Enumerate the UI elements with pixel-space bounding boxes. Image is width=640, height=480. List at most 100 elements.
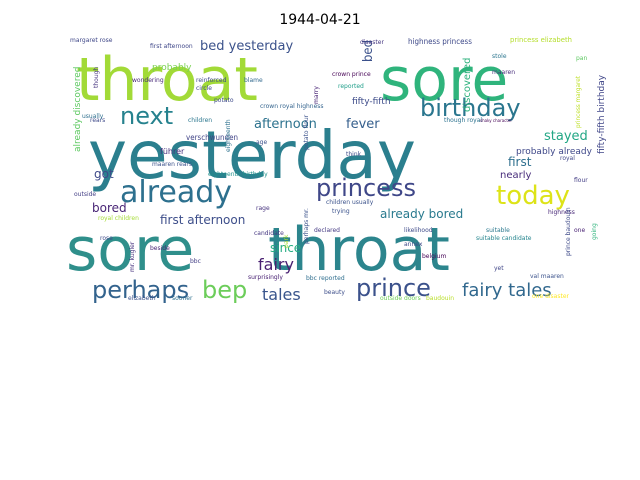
word: probably already <box>516 147 593 157</box>
word: sooner <box>172 295 193 302</box>
word: park <box>283 234 290 248</box>
word: age <box>256 139 267 146</box>
word: yesterday <box>88 117 416 194</box>
word: today <box>496 181 570 211</box>
word: fairy <box>258 255 294 274</box>
word: disaster <box>360 39 384 46</box>
word: outside doors <box>380 295 421 302</box>
word: bed <box>361 40 376 62</box>
word: afternoon <box>254 117 317 132</box>
word: flour <box>574 177 588 184</box>
chart-title: 1944-04-21 <box>279 12 361 28</box>
word: shaky character <box>480 118 512 123</box>
word: maaren <box>492 69 515 76</box>
word: sore <box>380 45 508 115</box>
word: already discovered <box>73 67 83 152</box>
word: first afternoon <box>160 213 245 227</box>
word: bed yesterday <box>200 39 294 54</box>
word: potato flour <box>303 114 310 150</box>
word: potato <box>214 97 234 104</box>
word: princess <box>316 174 416 202</box>
word: birthday <box>420 94 521 122</box>
word: next <box>120 102 173 130</box>
word: trying <box>332 208 350 215</box>
word: fifty-fifth <box>352 97 391 107</box>
word: fairy tales <box>462 280 552 301</box>
word: throat <box>268 215 450 285</box>
word: belgium <box>422 253 446 260</box>
word: princess margaret <box>575 75 582 128</box>
word: candidate <box>254 230 284 237</box>
word: maaren rears <box>152 161 192 168</box>
word: fever <box>346 117 380 132</box>
word: though royal <box>444 117 482 124</box>
word: suitable candidate <box>476 235 532 242</box>
word: royal children <box>98 215 139 222</box>
word: princess elizabeth <box>510 36 572 44</box>
word: rage <box>256 205 270 212</box>
word: marry <box>313 86 320 104</box>
word: discovered <box>462 58 473 112</box>
word: first afternoon <box>150 43 193 50</box>
word: probably <box>152 63 192 73</box>
word: stayed <box>544 129 588 144</box>
word: pan <box>576 55 587 62</box>
word: first <box>508 155 532 169</box>
word: declared <box>314 227 340 234</box>
word: führer <box>160 147 185 156</box>
word: eighteenth birthday <box>208 171 268 178</box>
word: sore <box>66 215 194 285</box>
word: yet <box>494 265 504 272</box>
word: royal <box>560 155 575 162</box>
word: bep <box>202 276 247 304</box>
word: baudouin <box>426 295 454 302</box>
word: likelihood <box>404 227 433 234</box>
word: val maaren <box>530 273 564 280</box>
word: since <box>270 241 301 255</box>
word: got <box>94 167 114 181</box>
word: prince baudouin <box>565 207 572 256</box>
word: one disaster <box>532 293 570 300</box>
word: elizabeth <box>128 295 156 302</box>
word: suitable <box>486 227 510 234</box>
word: one <box>574 227 585 234</box>
word: perhaps mr. <box>303 208 310 244</box>
word: beauty <box>324 289 345 296</box>
word: usually <box>82 113 104 120</box>
word: reinforced <box>196 77 227 84</box>
word: tales <box>262 285 301 304</box>
word: annex <box>404 241 423 248</box>
word: bored <box>92 201 127 215</box>
word: already <box>120 175 232 210</box>
word: children <box>188 117 212 124</box>
word: bbc <box>190 258 201 265</box>
word: bbc reported <box>306 275 345 282</box>
word: think <box>346 151 362 158</box>
word: rose <box>100 235 113 242</box>
word: crown prince <box>332 71 371 78</box>
word: perhaps <box>92 276 189 304</box>
word: verschwunden <box>186 133 238 142</box>
word: crown royal highness <box>260 103 324 110</box>
word: beside <box>150 245 170 252</box>
word: children usually <box>326 199 374 206</box>
word: nearly <box>500 170 532 181</box>
word: already bored <box>380 207 463 221</box>
word: blame <box>244 77 263 84</box>
word: outside <box>74 191 96 198</box>
word: stole <box>492 53 507 60</box>
word: highness princess <box>408 37 472 46</box>
word: though <box>93 67 100 88</box>
word: reported <box>338 83 364 90</box>
word: mr. kugler <box>129 241 136 272</box>
word: surprisingly <box>248 274 283 281</box>
word: eighteenth <box>225 119 232 152</box>
word: throat <box>76 45 258 115</box>
word: rears <box>90 117 105 124</box>
word: fifty-fifth birthday <box>597 74 607 154</box>
word: circle <box>196 85 212 92</box>
word: prince <box>356 274 431 302</box>
word: going <box>591 223 598 240</box>
word: highness <box>548 209 575 216</box>
